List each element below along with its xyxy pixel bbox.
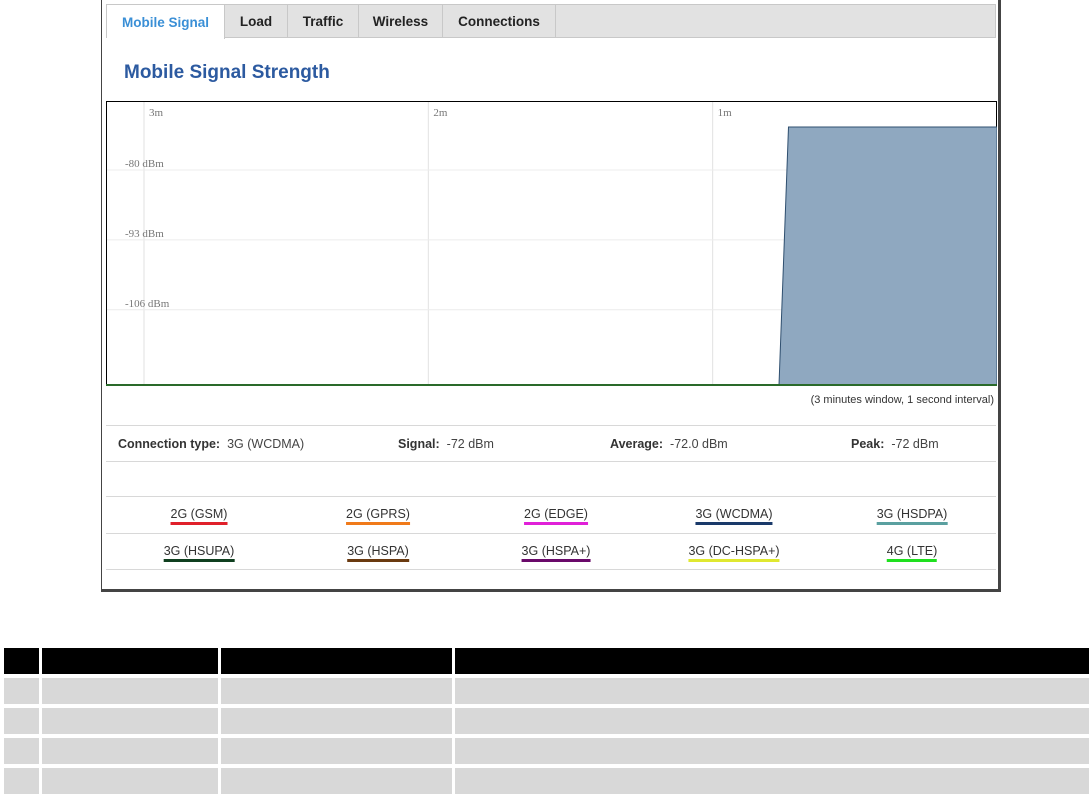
signal-label: Signal: <box>398 437 440 451</box>
signal-chart-svg: 3m 2m 1m -80 dBm -93 dBm -106 dBm <box>106 101 997 386</box>
realtime-graphs-panel: Mobile Signal Load Traffic Wireless Conn… <box>101 0 1001 592</box>
tab-traffic[interactable]: Traffic <box>288 5 359 38</box>
signal-value: -72 dBm <box>446 437 494 451</box>
legend-item-3g-hspa-plus: 3G (HSPA+) <box>521 545 591 562</box>
average-value: -72.0 dBm <box>670 437 728 451</box>
legend-item-2g-gsm: 2G (GSM) <box>170 508 228 525</box>
table-cell <box>4 678 39 704</box>
table-row <box>4 678 1089 704</box>
table-header-cell <box>455 648 1089 674</box>
table-cell <box>221 738 452 764</box>
table-cell <box>4 708 39 734</box>
page-title: Mobile Signal Strength <box>124 62 330 83</box>
peak-label: Peak: <box>851 437 885 451</box>
table-cell <box>42 738 218 764</box>
table-header-row <box>4 648 1089 674</box>
legend-item-2g-edge: 2G (EDGE) <box>524 508 588 525</box>
table-cell <box>221 678 452 704</box>
connection-type-label: Connection type: <box>118 437 221 451</box>
table-cell <box>455 768 1089 794</box>
legend-item-3g-hsupa: 3G (HSUPA) <box>163 545 235 562</box>
y-tick-label: -106 dBm <box>125 298 170 310</box>
table-row <box>4 738 1089 764</box>
table-cell <box>42 768 218 794</box>
table-cell <box>4 738 39 764</box>
table-cell <box>42 708 218 734</box>
legend-row: 3G (HSUPA) 3G (HSPA) 3G (HSPA+) 3G (DC-H… <box>106 533 996 570</box>
connection-type-value: 3G (WCDMA) <box>227 437 305 451</box>
table-header-cell <box>42 648 218 674</box>
legend-item-3g-wcdma: 3G (WCDMA) <box>695 508 773 525</box>
table-cell <box>455 738 1089 764</box>
legend-item-4g-lte: 4G (LTE) <box>886 545 938 562</box>
table-row <box>4 768 1089 794</box>
table-cell <box>221 708 452 734</box>
graph-tabs: Mobile Signal Load Traffic Wireless Conn… <box>106 4 996 39</box>
signal-stats: Connection type: 3G (WCDMA) Signal: -72 dB… <box>106 425 996 462</box>
connection-type-stat: Connection type: 3G (WCDMA) <box>118 437 304 451</box>
tab-mobile-signal[interactable]: Mobile Signal <box>107 5 225 39</box>
tab-connections[interactable]: Connections <box>443 5 556 38</box>
table-header-cell <box>221 648 452 674</box>
y-tick-label: -80 dBm <box>125 158 164 170</box>
x-tick-label: 2m <box>433 107 448 119</box>
average-label: Average: <box>610 437 664 451</box>
x-tick-label: 3m <box>149 107 164 119</box>
average-stat: Average: -72.0 dBm <box>610 437 728 451</box>
table-cell <box>221 768 452 794</box>
table-cell <box>4 768 39 794</box>
legend-item-3g-hsdpa: 3G (HSDPA) <box>876 508 948 525</box>
y-tick-label: -93 dBm <box>125 228 164 240</box>
connection-type-legend: 2G (GSM) 2G (GPRS) 2G (EDGE) 3G (WCDMA) … <box>106 496 996 570</box>
tab-wireless[interactable]: Wireless <box>359 5 443 38</box>
table-row <box>4 708 1089 734</box>
table-cell <box>455 708 1089 734</box>
table-cell <box>42 678 218 704</box>
signal-chart: 3m 2m 1m -80 dBm -93 dBm -106 dBm <box>106 101 997 386</box>
legend-item-3g-hspa: 3G (HSPA) <box>347 545 409 562</box>
table-header-cell <box>4 648 39 674</box>
x-tick-label: 1m <box>718 107 733 119</box>
peak-stat: Peak: -72 dBm <box>851 437 939 451</box>
tab-load[interactable]: Load <box>225 5 288 38</box>
legend-item-2g-gprs: 2G (GPRS) <box>346 508 410 525</box>
peak-value: -72 dBm <box>891 437 939 451</box>
window-note: (3 minutes window, 1 second interval) <box>810 394 994 406</box>
legend-item-3g-dc-hspa-plus: 3G (DC-HSPA+) <box>688 545 780 562</box>
table-cell <box>455 678 1089 704</box>
signal-stat: Signal: -72 dBm <box>398 437 494 451</box>
legend-row: 2G (GSM) 2G (GPRS) 2G (EDGE) 3G (WCDMA) … <box>106 497 996 533</box>
